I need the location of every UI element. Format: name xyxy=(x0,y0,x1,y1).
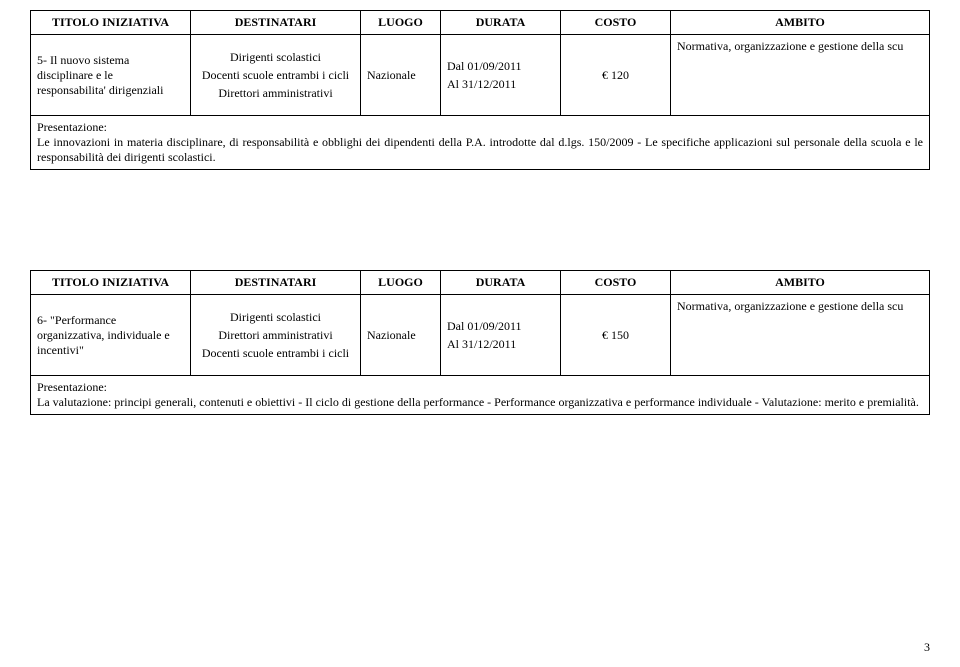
dest-line: Dirigenti scolastici xyxy=(197,308,354,326)
cell-costo: € 150 xyxy=(561,295,671,376)
dest-line: Direttori amministrativi xyxy=(197,84,354,102)
table-header-row: TITOLO INIZIATIVA DESTINATARI LUOGO DURA… xyxy=(31,11,930,35)
cell-ambito: Normativa, organizzazione e gestione del… xyxy=(671,295,930,376)
cell-destinatari: Dirigenti scolastici Docenti scuole entr… xyxy=(191,35,361,116)
table-header-row: TITOLO INIZIATIVA DESTINATARI LUOGO DURA… xyxy=(31,271,930,295)
header-costo: COSTO xyxy=(561,11,671,35)
cell-durata: Dal 01/09/2011 Al 31/12/2011 xyxy=(441,35,561,116)
dest-line: Docenti scuole entrambi i cicli xyxy=(197,344,354,362)
durata-al: Al 31/12/2011 xyxy=(447,75,554,93)
description-text: Le innovazioni in materia disciplinare, … xyxy=(37,135,923,165)
table-row: 5- Il nuovo sistema disciplinare e le re… xyxy=(31,35,930,116)
durata-dal: Dal 01/09/2011 xyxy=(447,317,554,335)
header-title: TITOLO INIZIATIVA xyxy=(31,11,191,35)
header-durata: DURATA xyxy=(441,271,561,295)
description-label: Presentazione: xyxy=(37,120,923,135)
cell-destinatari: Dirigenti scolastici Direttori amministr… xyxy=(191,295,361,376)
cell-description: Presentazione: Le innovazioni in materia… xyxy=(31,116,930,170)
cell-title: 5- Il nuovo sistema disciplinare e le re… xyxy=(31,35,191,116)
table-description-row: Presentazione: La valutazione: principi … xyxy=(31,376,930,415)
header-costo: COSTO xyxy=(561,271,671,295)
initiative-table-5: TITOLO INIZIATIVA DESTINATARI LUOGO DURA… xyxy=(30,10,930,170)
header-ambito: AMBITO xyxy=(671,271,930,295)
page-number: 3 xyxy=(924,640,930,655)
dest-line: Direttori amministrativi xyxy=(197,326,354,344)
cell-title: 6- "Performance organizzativa, individua… xyxy=(31,295,191,376)
header-luogo: LUOGO xyxy=(361,11,441,35)
cell-durata: Dal 01/09/2011 Al 31/12/2011 xyxy=(441,295,561,376)
cell-description: Presentazione: La valutazione: principi … xyxy=(31,376,930,415)
header-destinatari: DESTINATARI xyxy=(191,271,361,295)
dest-line: Docenti scuole entrambi i cicli xyxy=(197,66,354,84)
initiative-table-6: TITOLO INIZIATIVA DESTINATARI LUOGO DURA… xyxy=(30,270,930,415)
table-spacer xyxy=(30,170,930,270)
header-title: TITOLO INIZIATIVA xyxy=(31,271,191,295)
durata-dal: Dal 01/09/2011 xyxy=(447,57,554,75)
table-row: 6- "Performance organizzativa, individua… xyxy=(31,295,930,376)
dest-line: Dirigenti scolastici xyxy=(197,48,354,66)
durata-al: Al 31/12/2011 xyxy=(447,335,554,353)
header-durata: DURATA xyxy=(441,11,561,35)
header-ambito: AMBITO xyxy=(671,11,930,35)
cell-luogo: Nazionale xyxy=(361,35,441,116)
description-text: La valutazione: principi generali, conte… xyxy=(37,395,923,410)
cell-ambito: Normativa, organizzazione e gestione del… xyxy=(671,35,930,116)
page-container: TITOLO INIZIATIVA DESTINATARI LUOGO DURA… xyxy=(0,0,960,667)
header-luogo: LUOGO xyxy=(361,271,441,295)
cell-luogo: Nazionale xyxy=(361,295,441,376)
cell-costo: € 120 xyxy=(561,35,671,116)
description-label: Presentazione: xyxy=(37,380,923,395)
header-destinatari: DESTINATARI xyxy=(191,11,361,35)
table-description-row: Presentazione: Le innovazioni in materia… xyxy=(31,116,930,170)
